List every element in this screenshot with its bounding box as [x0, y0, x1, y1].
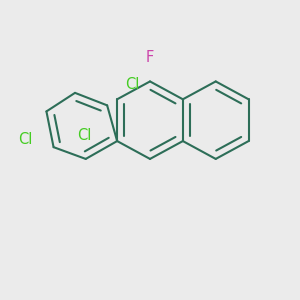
Text: Cl: Cl [18, 133, 32, 148]
Text: Cl: Cl [125, 77, 139, 92]
Text: F: F [146, 50, 154, 64]
Text: Cl: Cl [77, 128, 91, 143]
